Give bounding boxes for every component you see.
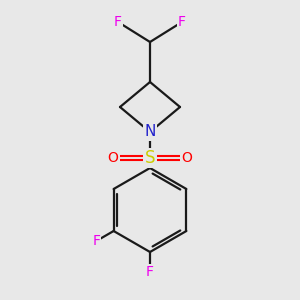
- Text: F: F: [146, 265, 154, 279]
- Text: O: O: [108, 151, 118, 165]
- Text: F: F: [114, 15, 122, 29]
- Text: S: S: [145, 149, 155, 167]
- Text: F: F: [92, 234, 100, 248]
- Text: N: N: [144, 124, 156, 140]
- Text: O: O: [182, 151, 192, 165]
- Text: F: F: [178, 15, 186, 29]
